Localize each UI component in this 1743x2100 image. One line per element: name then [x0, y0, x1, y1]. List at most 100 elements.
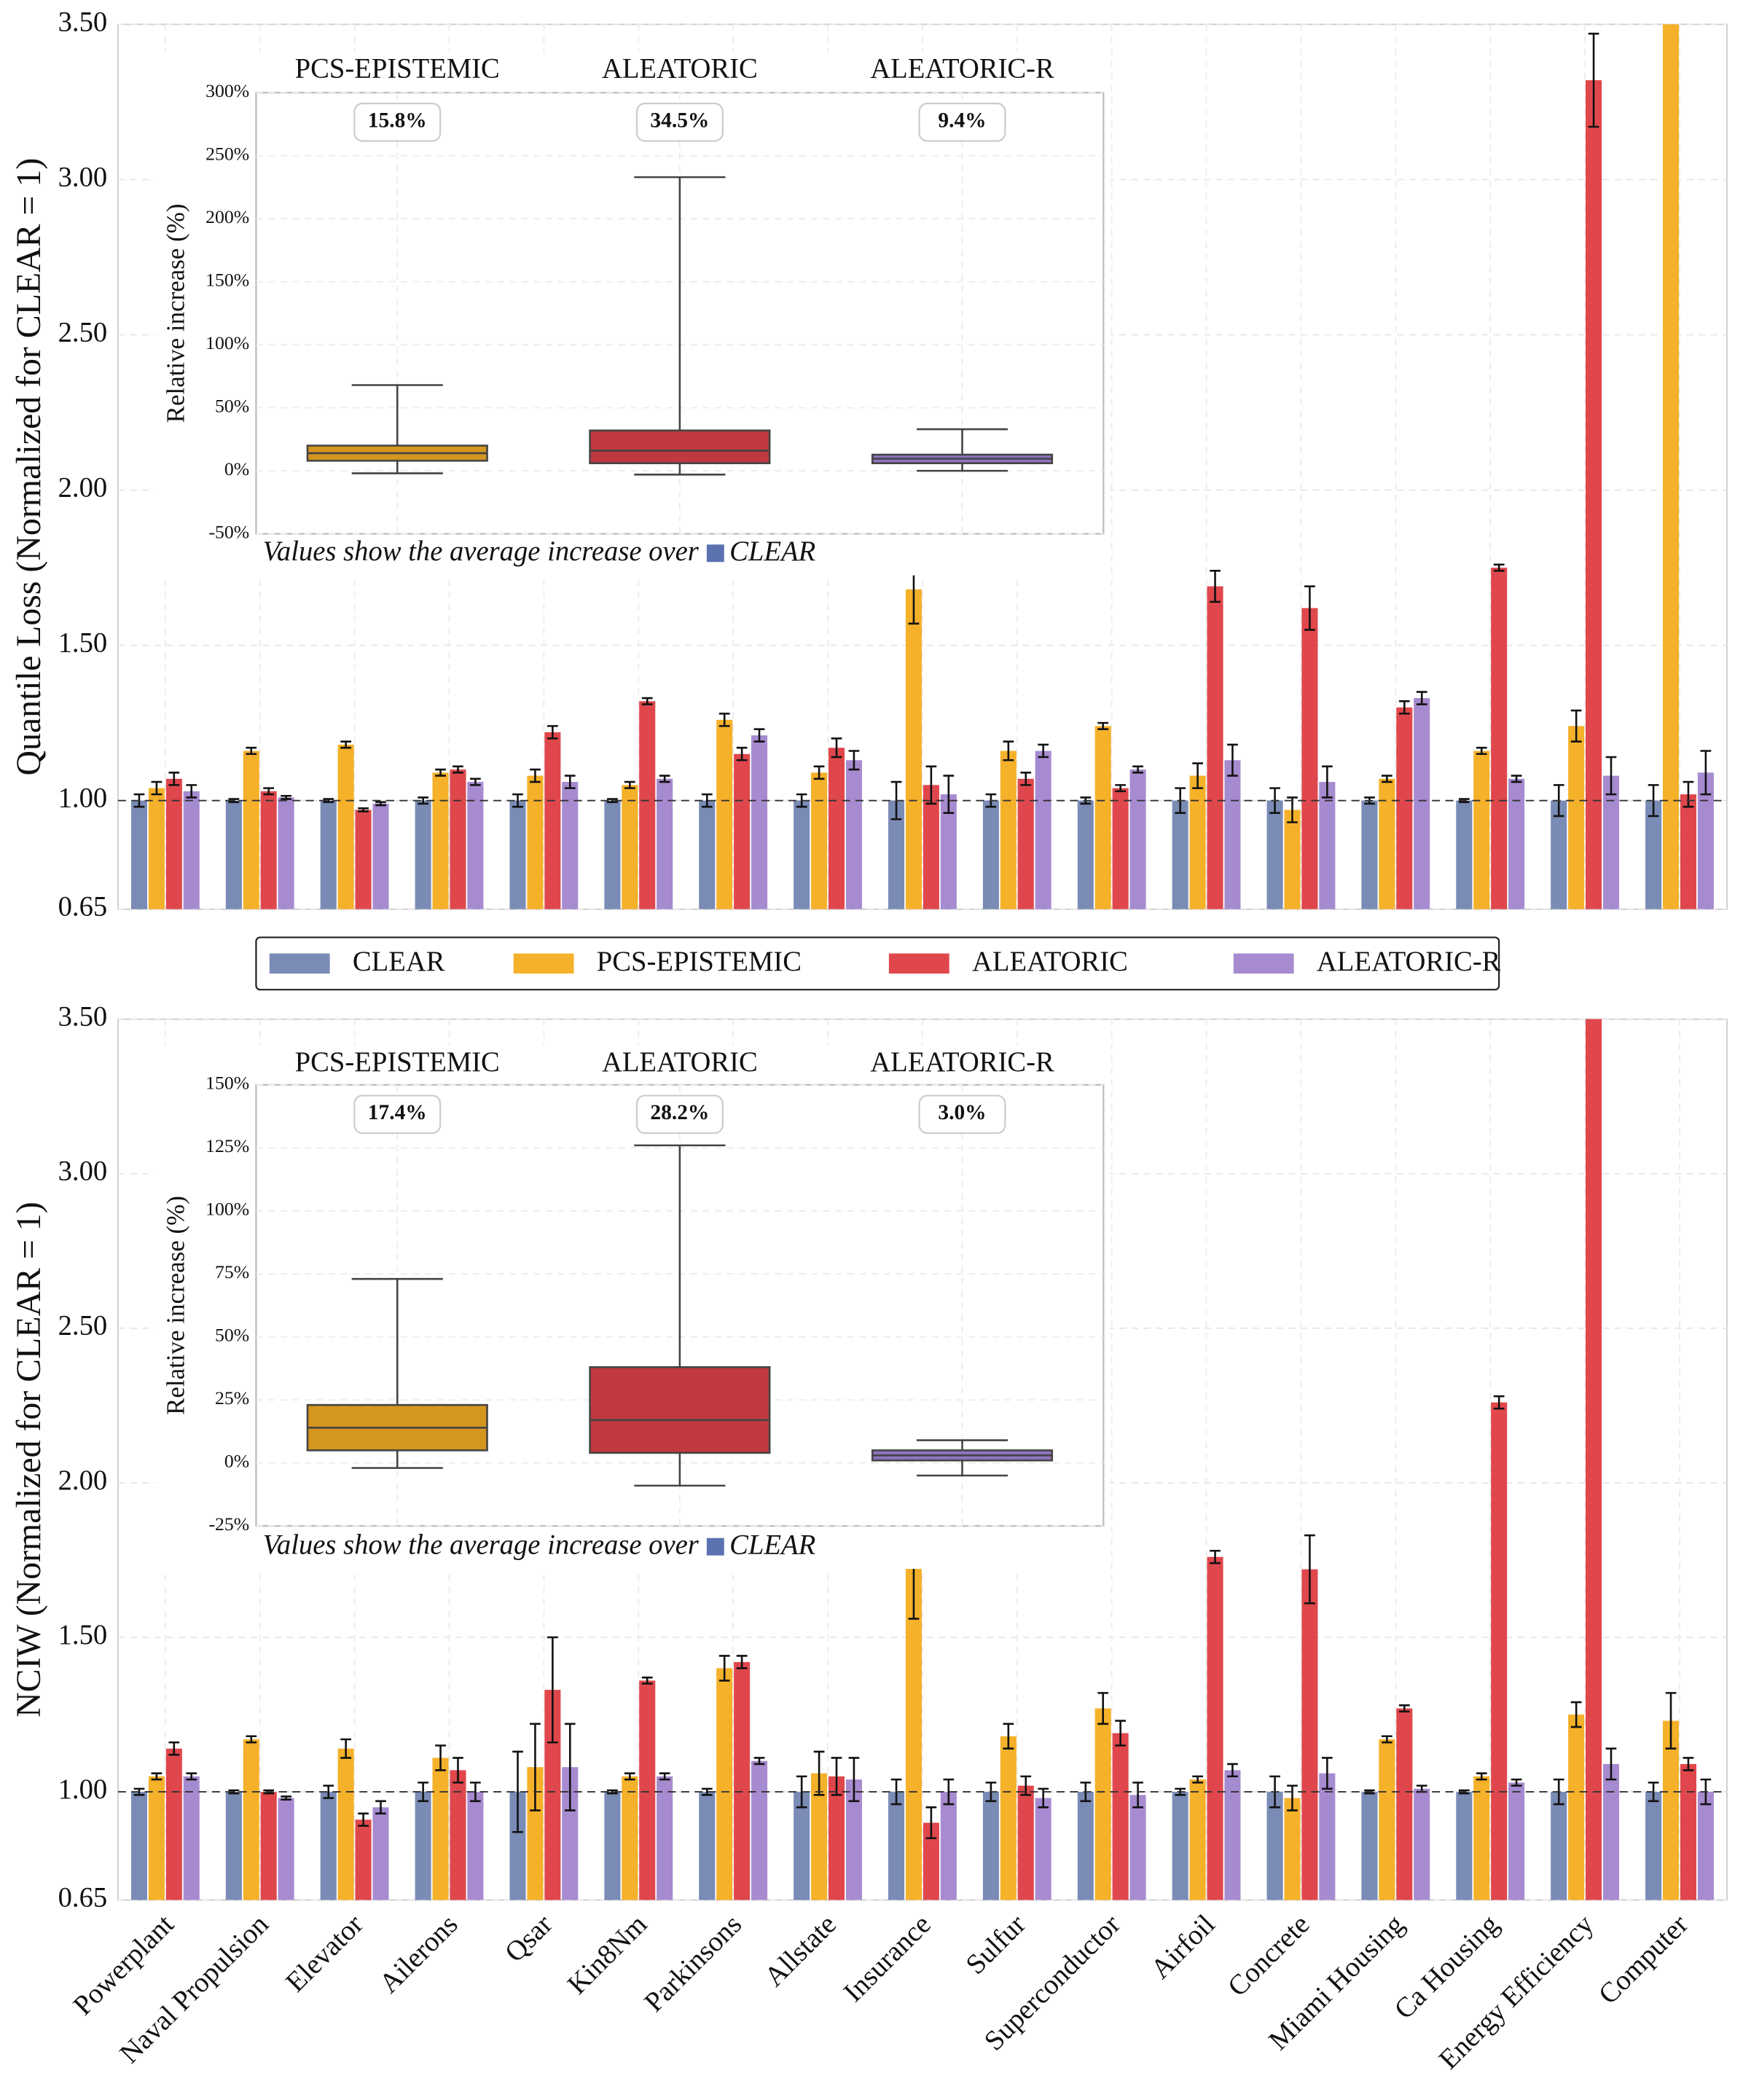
bar: [183, 1776, 200, 1900]
bar: [1266, 800, 1283, 909]
bar: [1456, 1792, 1473, 1900]
bar: [1035, 751, 1051, 909]
inset-note: Values show the average increase over: [263, 536, 700, 567]
bar: [544, 732, 561, 909]
error-bar: [564, 775, 576, 789]
error-bar: [228, 1789, 240, 1795]
error-bar: [1097, 721, 1109, 730]
error-bar: [848, 750, 860, 771]
bar: [828, 1776, 845, 1900]
error-bar: [186, 1772, 197, 1781]
error-bar: [1700, 750, 1712, 796]
error-bar: [228, 798, 240, 804]
error-bar: [263, 787, 275, 796]
mean-label-box: [918, 102, 1006, 142]
bar: [1094, 1708, 1111, 1900]
error-bar: [641, 697, 653, 705]
upper-whisker: [351, 384, 443, 446]
error-bar: [470, 777, 481, 786]
bar: [1189, 1779, 1206, 1900]
error-bar: [1683, 1757, 1694, 1771]
category-header: ALEATORIC-R: [870, 54, 1054, 85]
error-bar: [1511, 775, 1522, 783]
error-bar: [453, 765, 463, 774]
x-tick-label: Airfoil: [1145, 1909, 1221, 1985]
bar: [130, 800, 148, 909]
bar: [1000, 1736, 1017, 1900]
upper-whisker: [634, 176, 726, 431]
bar: [1645, 800, 1662, 909]
bar: [1266, 1792, 1283, 1900]
error-bar: [1210, 1549, 1221, 1564]
bar: [1189, 775, 1206, 909]
box: [589, 1366, 771, 1454]
error-bar: [1665, 1692, 1677, 1750]
bar: [1224, 1770, 1241, 1900]
y-tick-label: 3.50: [58, 1002, 108, 1033]
bar: [1379, 1739, 1395, 1900]
bar: [260, 791, 277, 909]
inset-note-ref: CLEAR: [729, 1530, 815, 1561]
x-tick-label: Concrete: [1222, 1909, 1315, 2002]
x-tick-label: Computer: [1593, 1909, 1694, 2010]
error-bar: [1416, 691, 1427, 705]
error-bar: [512, 793, 523, 808]
legend-label: ALEATORIC: [972, 947, 1128, 977]
category-header: ALEATORIC: [602, 1047, 758, 1078]
bar: [1077, 1792, 1094, 1900]
error-bar: [925, 1806, 937, 1840]
error-bar: [624, 1772, 635, 1781]
bar: [130, 1792, 148, 1900]
bar: [716, 1668, 733, 1900]
x-tick-label: Parkinsons: [639, 1909, 748, 2018]
bar: [1414, 1788, 1430, 1900]
bar: [657, 1776, 673, 1900]
bar: [509, 1792, 526, 1900]
bar: [794, 800, 810, 909]
bar: [355, 810, 372, 909]
bar: [828, 748, 845, 909]
mean-label: 9.4%: [938, 109, 986, 132]
bar: [1319, 1773, 1336, 1900]
bar: [940, 794, 957, 909]
mean-label-box: [918, 1094, 1006, 1135]
bar: [1017, 1785, 1034, 1900]
y-tick-label: 25%: [215, 1387, 249, 1409]
y-axis-title: Quantile Loss (Normalized for CLEAR = 1): [9, 158, 48, 776]
lower-whisker: [916, 1460, 1008, 1477]
y-tick-label: 1.00: [58, 1774, 108, 1805]
bar: [734, 753, 751, 909]
bar: [562, 782, 579, 909]
mean-label: 3.0%: [938, 1101, 986, 1124]
error-bar: [340, 740, 352, 749]
bar: [1112, 788, 1129, 909]
category-header: PCS-EPISTEMIC: [295, 1047, 500, 1078]
mean-label: 28.2%: [650, 1101, 709, 1124]
category-header: ALEATORIC-R: [870, 1047, 1054, 1078]
legend-label: CLEAR: [353, 947, 445, 977]
bar: [1207, 1556, 1223, 1900]
mean-label-box: [635, 1094, 724, 1135]
bar: [1602, 775, 1620, 909]
mean-label-box: [353, 102, 442, 142]
error-bar: [418, 796, 428, 805]
error-bar: [1476, 1772, 1487, 1781]
bar: [148, 1776, 165, 1900]
y-tick-label: 3.00: [58, 1156, 108, 1187]
mean-label: 15.8%: [368, 109, 427, 132]
error-bar: [1511, 1778, 1522, 1787]
bar: [1551, 800, 1567, 909]
bar: [1361, 800, 1378, 909]
error-bar: [718, 713, 730, 727]
y-tick-label: 150%: [205, 270, 249, 291]
lower-whisker: [351, 461, 443, 474]
error-bar: [1132, 1782, 1143, 1809]
note-swatch: [706, 1537, 724, 1556]
bar: [1697, 1792, 1714, 1900]
error-bar: [753, 728, 765, 743]
error-bar: [435, 768, 446, 777]
y-tick-label: 2.50: [58, 1311, 108, 1341]
error-bar: [151, 1772, 162, 1781]
bar: [1645, 1792, 1662, 1900]
